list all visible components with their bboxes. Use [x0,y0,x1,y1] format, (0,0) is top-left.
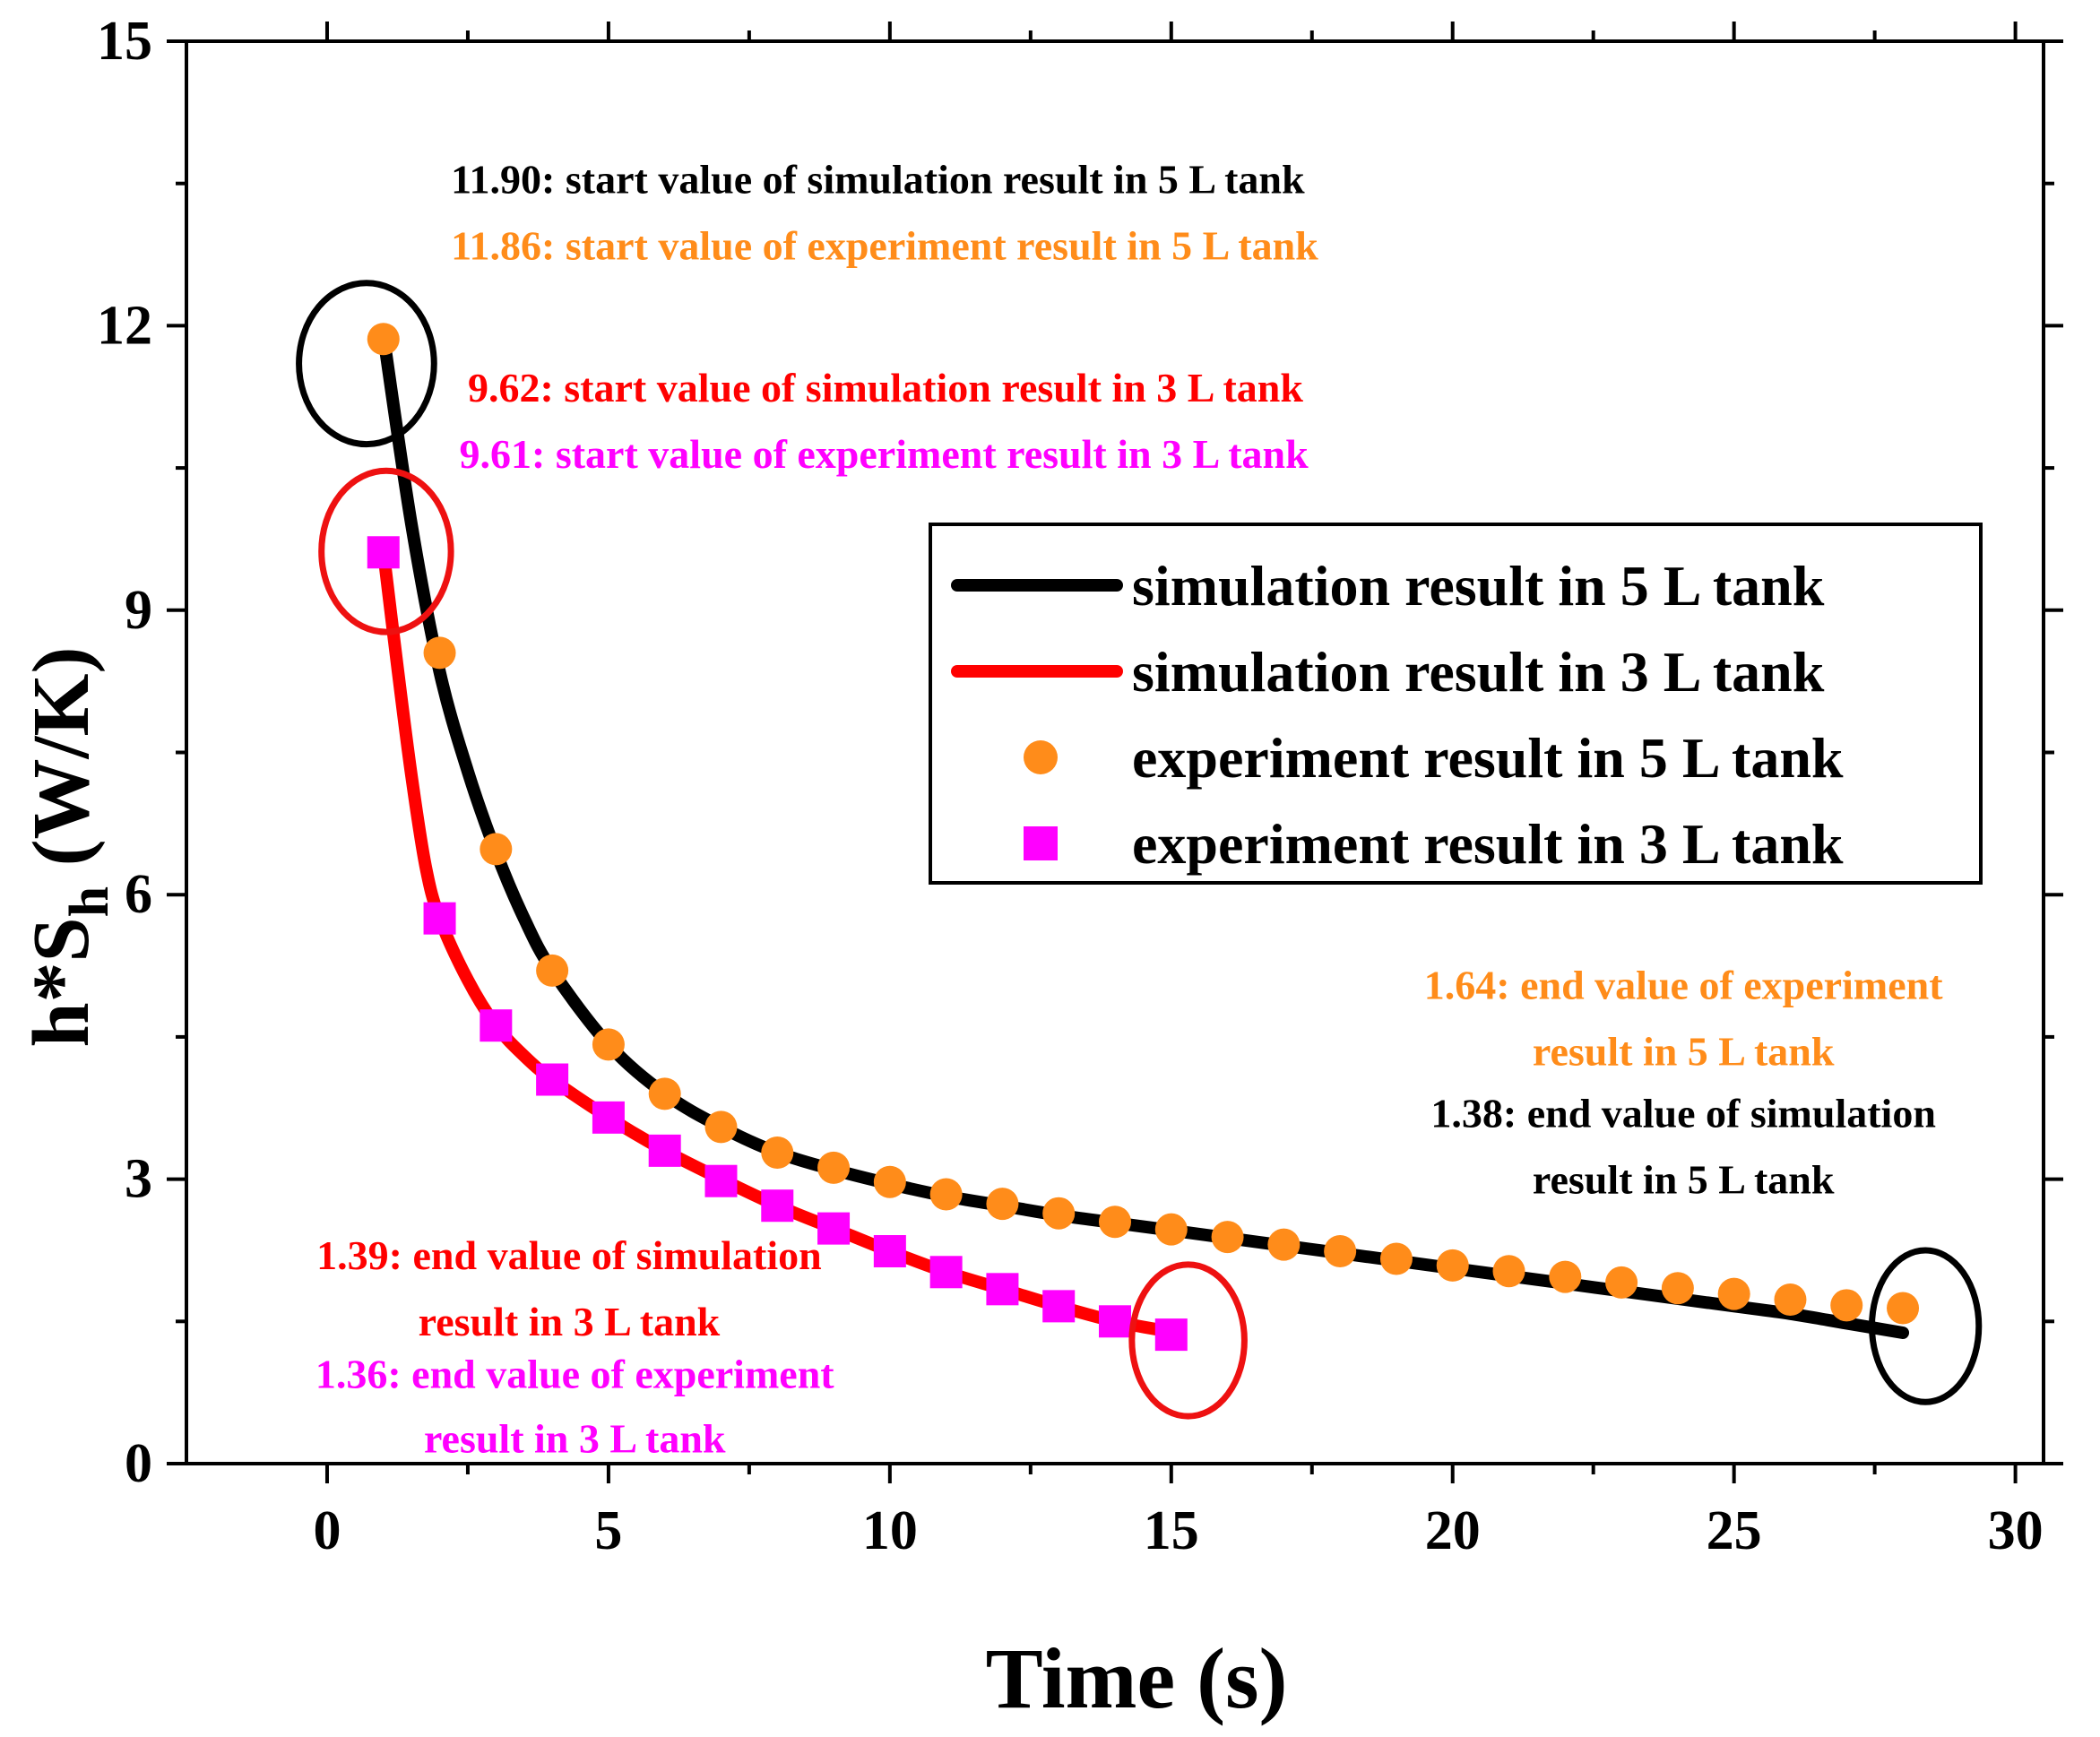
y-axis-label-main: h*S [17,917,106,1047]
data-point-experiment-result-in-3-l-tank [929,1256,963,1289]
annotation-sim5-end-1: 1.38: end value of simulation [1430,1090,1936,1136]
annotation-exp3-end-2: result in 3 L tank [424,1415,726,1461]
y-axis-label: h*Sh (W/K) [17,646,120,1047]
x-tick-label: 5 [594,1500,622,1561]
data-point-experiment-result-in-3-l-tank [367,536,400,569]
data-point-experiment-result-in-5-l-tank [648,1077,681,1110]
legend-label-simulation-result-in-3-l-tank: simulation result in 3 L tank [1132,640,1825,704]
data-point-experiment-result-in-3-l-tank [1099,1305,1131,1338]
data-point-experiment-result-in-5-l-tank [873,1165,906,1198]
data-point-experiment-result-in-5-l-tank [1605,1266,1638,1299]
annotation-sim5-start: 11.90: start value of simulation result … [451,156,1305,202]
data-point-experiment-result-in-3-l-tank [1154,1318,1188,1352]
data-point-experiment-result-in-5-l-tank [1099,1206,1131,1239]
annotation-exp3-start: 9.61: start value of experiment result i… [460,431,1309,477]
data-point-experiment-result-in-5-l-tank [1661,1272,1694,1305]
legend-label-experiment-result-in-5-l-tank: experiment result in 5 L tank [1132,726,1844,790]
y-tick-label: 3 [125,1149,152,1210]
legend: simulation result in 5 L tank simulation … [929,523,1983,885]
annotations-layer: 11.90: start value of simulation result … [315,156,1943,1461]
data-point-experiment-result-in-3-l-tank [648,1134,681,1167]
legend-swatch-experiment-result-in-5-l-tank [1024,740,1058,774]
annotation-exp5-end-2: result in 5 L tank [1533,1029,1835,1075]
x-tick-label: 15 [1144,1500,1199,1561]
y-tick-label: 12 [97,295,152,356]
data-point-experiment-result-in-5-l-tank [1492,1255,1525,1288]
data-point-experiment-result-in-3-l-tank [704,1164,738,1197]
data-point-experiment-result-in-3-l-tank [873,1235,906,1268]
data-point-experiment-result-in-3-l-tank [423,902,456,935]
data-point-experiment-result-in-5-l-tank [1774,1283,1807,1316]
data-point-experiment-result-in-5-l-tank [704,1110,738,1144]
data-point-experiment-result-in-3-l-tank [1042,1290,1076,1323]
data-point-experiment-result-in-5-l-tank [761,1136,794,1169]
annotation-exp3-end-1: 1.36: end value of experiment [315,1351,834,1396]
annotation-sim3-start: 9.62: start value of simulation result i… [468,365,1303,410]
x-tick-label: 0 [313,1500,341,1561]
data-point-experiment-result-in-5-l-tank [536,954,569,987]
data-point-experiment-result-in-3-l-tank [480,1009,513,1042]
data-point-experiment-result-in-5-l-tank [1887,1292,1920,1325]
highlight-circle-start-5L [296,280,437,448]
data-point-experiment-result-in-5-l-tank [367,323,400,356]
data-point-experiment-result-in-5-l-tank [1830,1289,1863,1322]
data-point-experiment-result-in-3-l-tank [592,1101,625,1134]
highlight-circle-start-3L [318,467,454,635]
data-point-experiment-result-in-5-l-tank [1717,1277,1750,1310]
data-point-experiment-result-in-5-l-tank [1042,1197,1076,1230]
y-axis-label-unit: (W/K) [17,646,106,886]
x-axis-label: Time (s) [986,1630,1288,1726]
axes-layer: 0 5 10 15 20 25 30 0 3 6 9 12 15 [97,11,2063,1561]
annotation-exp5-end-1: 1.64: end value of experiment [1424,963,1943,1008]
x-tick-label: 20 [1425,1500,1481,1561]
y-tick-label: 15 [97,11,152,72]
data-point-experiment-result-in-5-l-tank [1211,1221,1244,1254]
data-point-experiment-result-in-3-l-tank [761,1189,794,1223]
y-tick-label: 9 [125,580,152,641]
legend-swatch-experiment-result-in-3-l-tank [1024,826,1058,860]
legend-label-experiment-result-in-3-l-tank: experiment result in 3 L tank [1132,812,1844,876]
data-point-experiment-result-in-5-l-tank [480,833,513,866]
data-point-experiment-result-in-5-l-tank [817,1151,851,1184]
y-tick-label: 6 [125,864,152,925]
data-point-experiment-result-in-3-l-tank [986,1273,1019,1306]
x-tick-label: 25 [1707,1500,1762,1561]
data-point-experiment-result-in-5-l-tank [1549,1260,1582,1293]
data-point-experiment-result-in-5-l-tank [1324,1235,1357,1268]
highlight-circle-end-5L [1868,1247,1983,1405]
annotation-exp5-start: 11.86: start value of experiment result … [451,222,1318,268]
annotation-sim3-end-2: result in 3 L tank [419,1299,721,1344]
data-point-experiment-result-in-3-l-tank [817,1212,851,1245]
plot-area [296,280,1983,1420]
axis-labels: Time (s) h*Sh (W/K) [17,646,1287,1726]
y-axis-label-sub: h [59,886,120,917]
data-point-experiment-result-in-5-l-tank [1267,1228,1301,1261]
data-point-experiment-result-in-5-l-tank [1379,1242,1413,1275]
annotation-sim5-end-2: result in 5 L tank [1533,1156,1835,1202]
highlight-circle-end-3L [1128,1261,1248,1420]
data-point-experiment-result-in-5-l-tank [592,1028,625,1061]
legend-label-simulation-result-in-5-l-tank: simulation result in 5 L tank [1132,554,1825,618]
data-point-experiment-result-in-5-l-tank [1154,1213,1188,1246]
x-tick-label: 30 [1988,1500,2044,1561]
data-point-experiment-result-in-5-l-tank [423,636,456,670]
annotation-sim3-end-1: 1.39: end value of simulation [316,1232,822,1278]
data-point-experiment-result-in-5-l-tank [1436,1249,1469,1282]
y-tick-label: 0 [125,1433,152,1494]
data-point-experiment-result-in-5-l-tank [929,1178,963,1211]
x-tick-label: 10 [862,1500,918,1561]
data-point-experiment-result-in-3-l-tank [536,1063,569,1096]
y-axis-label-text: h*Sh (W/K) [17,646,120,1047]
data-point-experiment-result-in-5-l-tank [986,1188,1019,1221]
